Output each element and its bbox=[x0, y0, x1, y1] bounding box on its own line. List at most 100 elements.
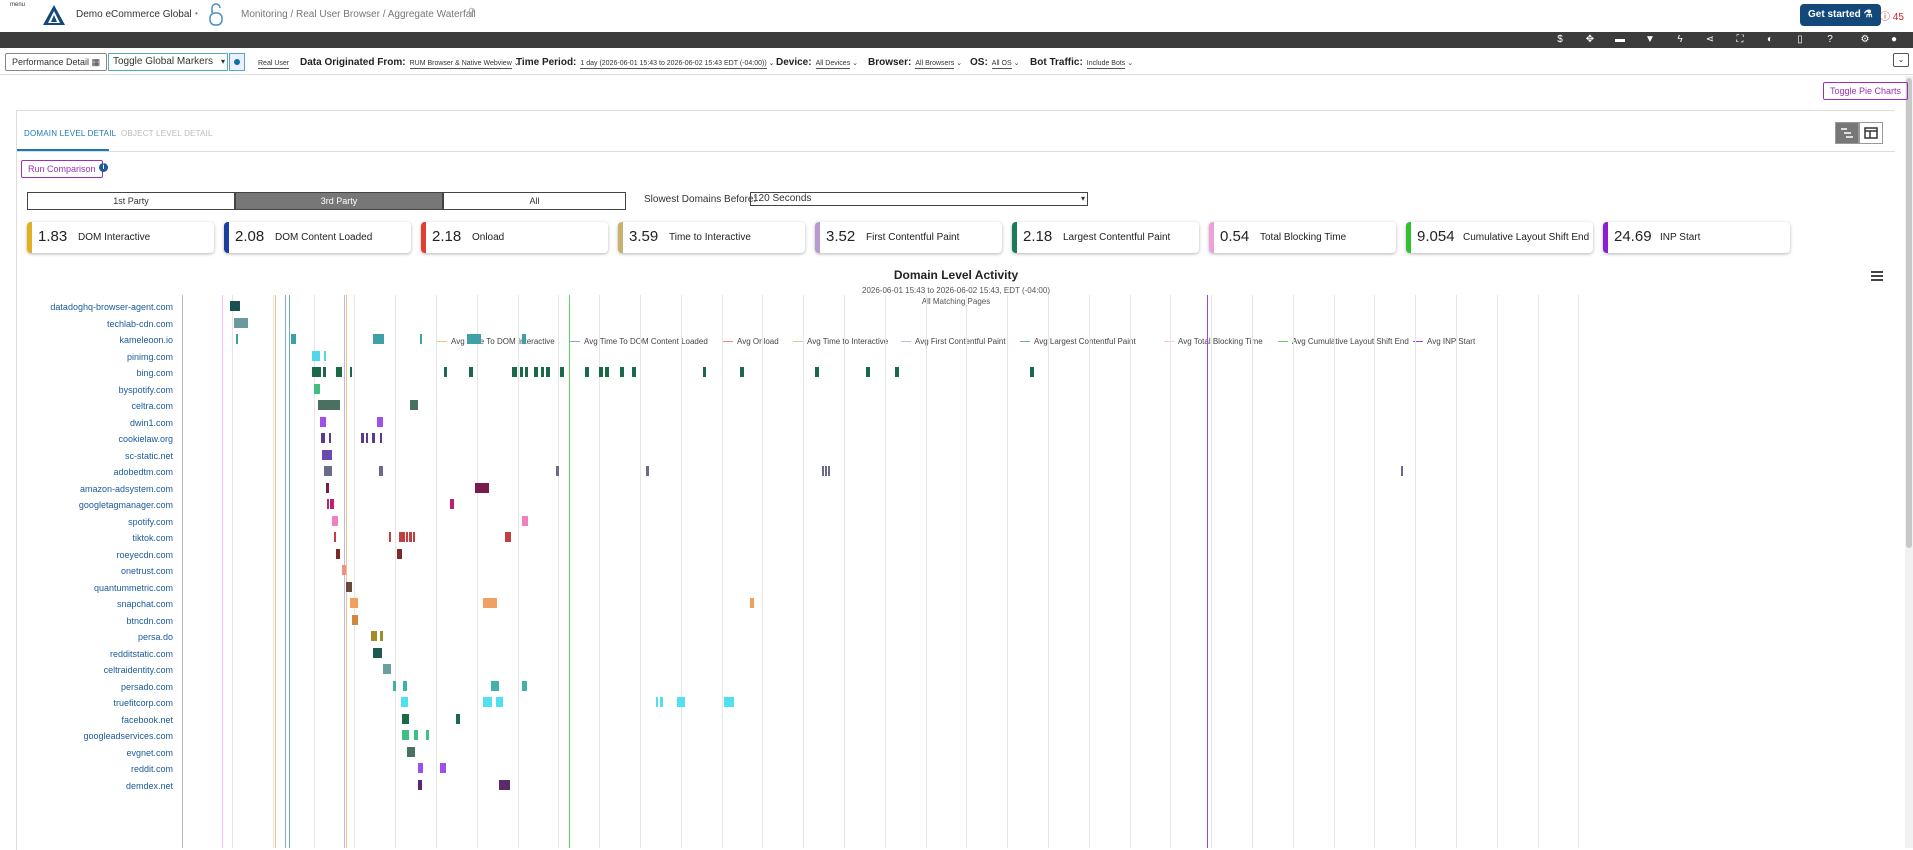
expand-filters-button[interactable]: ⌄ bbox=[1893, 53, 1909, 67]
domain-label[interactable]: celtraidentity.com bbox=[103, 665, 173, 675]
unlock-icon[interactable] bbox=[209, 2, 223, 31]
domain-label[interactable]: googletagmanager.com bbox=[78, 500, 173, 510]
waterfall-bar[interactable] bbox=[822, 466, 824, 476]
legend-item[interactable]: Avg Time To DOM Content Loaded bbox=[570, 337, 708, 346]
waterfall-bar[interactable] bbox=[522, 680, 527, 691]
waterfall-bar[interactable] bbox=[605, 367, 609, 377]
waterfall-bar[interactable] bbox=[321, 433, 325, 443]
waterfall-bar[interactable] bbox=[620, 367, 624, 377]
waterfall-bar[interactable] bbox=[314, 383, 320, 394]
waterfall-bar[interactable] bbox=[379, 466, 383, 476]
waterfall-bar[interactable] bbox=[322, 449, 332, 460]
dollar-icon[interactable]: $ bbox=[1557, 34, 1563, 45]
page-scrollbar[interactable] bbox=[1905, 76, 1913, 848]
domain-label[interactable]: facebook.net bbox=[121, 714, 173, 725]
waterfall-bar[interactable] bbox=[646, 466, 649, 476]
waterfall-bar[interactable] bbox=[418, 779, 422, 790]
waterfall-bar[interactable] bbox=[380, 631, 383, 641]
brand-logo[interactable] bbox=[42, 4, 66, 31]
waterfall-bar[interactable] bbox=[323, 367, 326, 377]
contrast-icon[interactable]: ◐ bbox=[1766, 34, 1774, 45]
waterfall-bar[interactable] bbox=[383, 664, 391, 674]
user-icon[interactable]: ● bbox=[1890, 34, 1898, 45]
toggle-pie-charts-button[interactable]: Toggle Pie Charts bbox=[1823, 82, 1909, 100]
domain-label[interactable]: quantummetric.com bbox=[93, 582, 173, 593]
waterfall-bar[interactable] bbox=[895, 367, 899, 377]
waterfall-bar[interactable] bbox=[352, 614, 358, 625]
waterfall-bar[interactable] bbox=[407, 746, 415, 757]
chart-menu-button[interactable] bbox=[1871, 271, 1883, 283]
waterfall-bar[interactable] bbox=[336, 548, 340, 559]
gear-icon[interactable]: ⚙ bbox=[1860, 34, 1870, 45]
waterfall-bar[interactable] bbox=[410, 400, 418, 410]
waterfall-bar[interactable] bbox=[475, 482, 489, 493]
waterfall-bar[interactable] bbox=[505, 532, 511, 542]
waterfall-bar[interactable] bbox=[418, 763, 423, 773]
waterfall-bar[interactable] bbox=[828, 466, 830, 476]
domain-label[interactable]: tiktok.com bbox=[132, 533, 173, 543]
domain-label[interactable]: roeyecdn.com bbox=[116, 549, 173, 560]
slowest-domains-select[interactable]: 120 Seconds ▾ bbox=[750, 192, 1088, 206]
waterfall-bar[interactable] bbox=[469, 367, 473, 377]
waterfall-bar[interactable] bbox=[440, 763, 446, 773]
domain-label[interactable]: techlab-cdn.com bbox=[106, 318, 173, 329]
waterfall-bar[interactable] bbox=[330, 499, 334, 509]
waterfall-bar[interactable] bbox=[236, 334, 238, 344]
waterfall-bar[interactable] bbox=[724, 697, 734, 707]
waterfall-bar[interactable] bbox=[467, 334, 481, 344]
performance-detail-button[interactable]: Performance Detail ▦ bbox=[5, 53, 108, 71]
legend-item[interactable]: Avg Largest Contentful Paint bbox=[1020, 337, 1136, 346]
browser-filter[interactable]: Browser: All Browsers ⌄ bbox=[868, 57, 963, 69]
legend-item[interactable]: Avg Time to Interactive bbox=[793, 337, 888, 346]
data-origin-filter[interactable]: Data Originated From: RUM Browser & Nativ… bbox=[300, 57, 520, 69]
waterfall-bar[interactable] bbox=[512, 367, 517, 377]
legend-item[interactable]: Avg Total Blocking Time bbox=[1164, 337, 1263, 346]
waterfall-bar[interactable] bbox=[361, 433, 364, 443]
filter-icon[interactable]: ▼ bbox=[1645, 34, 1655, 45]
waterfall-bar[interactable] bbox=[825, 466, 827, 476]
waterfall-bar[interactable] bbox=[546, 367, 550, 377]
fullscreen-icon[interactable]: ⛶ bbox=[1736, 34, 1744, 45]
waterfall-bar[interactable] bbox=[312, 367, 321, 377]
time-period-filter[interactable]: Time Period: 1 day (2026-06-01 15:43 to 2… bbox=[516, 57, 775, 69]
waterfall-bar[interactable] bbox=[372, 433, 375, 443]
waterfall-bar[interactable] bbox=[660, 697, 663, 707]
waterfall-bar[interactable] bbox=[371, 631, 377, 641]
domain-label[interactable]: truefitcorp.com bbox=[113, 698, 173, 708]
waterfall-bar[interactable] bbox=[522, 515, 528, 526]
waterfall-bar[interactable] bbox=[230, 301, 240, 311]
waterfall-bar[interactable] bbox=[312, 350, 320, 361]
waterfall-bar[interactable] bbox=[402, 730, 409, 740]
domain-label[interactable]: btncdn.com bbox=[126, 615, 173, 626]
waterfall-bar[interactable] bbox=[291, 334, 296, 344]
domain-label[interactable]: spotify.com bbox=[128, 516, 173, 527]
get-started-button[interactable]: Get started ⚗ bbox=[1800, 4, 1881, 26]
waterfall-bar[interactable] bbox=[336, 367, 342, 377]
waterfall-bar[interactable] bbox=[334, 532, 336, 542]
waterfall-bar[interactable] bbox=[534, 367, 538, 377]
table-view-button[interactable] bbox=[1859, 122, 1883, 144]
domain-label[interactable]: sc-static.net bbox=[124, 450, 173, 461]
waterfall-bar[interactable] bbox=[389, 532, 391, 542]
waterfall-bar[interactable] bbox=[324, 350, 326, 361]
domain-label[interactable]: adobedtm.com bbox=[113, 467, 173, 477]
waterfall-bar[interactable] bbox=[632, 367, 636, 377]
waterfall-bar[interactable] bbox=[414, 730, 418, 740]
waterfall-bar[interactable] bbox=[234, 317, 248, 328]
waterfall-bar[interactable] bbox=[426, 730, 429, 740]
domain-label[interactable]: onetrust.com bbox=[120, 566, 173, 576]
waterfall-bar[interactable] bbox=[332, 515, 338, 526]
waterfall-bar[interactable] bbox=[560, 367, 564, 377]
tab-domain-level-detail[interactable]: DOMAIN LEVEL DETAIL bbox=[24, 129, 117, 138]
waterfall-bar[interactable] bbox=[450, 499, 454, 509]
legend-item[interactable]: Avg Time To DOM Interactive bbox=[437, 337, 555, 346]
waterfall-bar[interactable] bbox=[483, 598, 497, 608]
domain-label[interactable]: kameleoon.io bbox=[119, 335, 173, 345]
domain-label[interactable]: dwin1.com bbox=[129, 417, 173, 428]
waterfall-bar[interactable] bbox=[491, 680, 499, 691]
waterfall-bar[interactable] bbox=[326, 482, 329, 493]
domain-label[interactable]: cookielaw.org bbox=[118, 434, 173, 444]
run-comparison-button[interactable]: Run Comparison bbox=[21, 160, 103, 178]
waterfall-bar[interactable] bbox=[483, 697, 492, 707]
waterfall-bar[interactable] bbox=[444, 367, 447, 377]
